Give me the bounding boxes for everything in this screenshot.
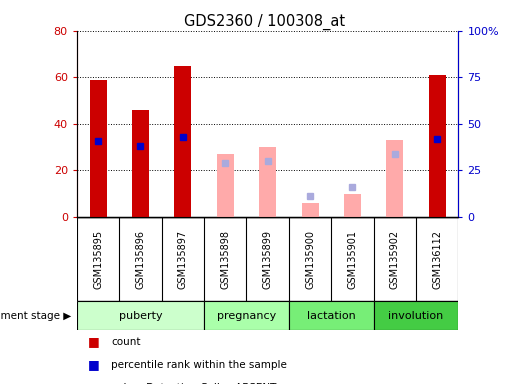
Text: GSM135896: GSM135896 [136, 230, 145, 289]
Text: count: count [111, 337, 141, 347]
Text: GSM135901: GSM135901 [348, 230, 357, 289]
Text: GSM135895: GSM135895 [93, 230, 103, 289]
Bar [302, 203, 319, 217]
Bar [90, 79, 107, 217]
Text: ■: ■ [87, 381, 99, 384]
Text: development stage ▶: development stage ▶ [0, 311, 72, 321]
Text: pregnancy: pregnancy [217, 311, 276, 321]
Bar [289, 301, 374, 330]
Text: percentile rank within the sample: percentile rank within the sample [111, 360, 287, 370]
Bar [374, 301, 458, 330]
Bar [77, 301, 204, 330]
Text: GSM136112: GSM136112 [432, 230, 442, 289]
Bar [259, 147, 276, 217]
Text: ■: ■ [87, 358, 99, 371]
Text: ■: ■ [87, 335, 99, 348]
Text: value, Detection Call = ABSENT: value, Detection Call = ABSENT [111, 383, 277, 384]
Bar [344, 194, 361, 217]
Text: GSM135900: GSM135900 [305, 230, 315, 289]
Text: puberty: puberty [119, 311, 162, 321]
Bar [204, 301, 289, 330]
Text: GSM135897: GSM135897 [178, 230, 188, 289]
Text: GSM135898: GSM135898 [220, 230, 230, 289]
Text: involution: involution [388, 311, 444, 321]
Bar [429, 75, 446, 217]
Bar [217, 154, 234, 217]
Text: GSM135902: GSM135902 [390, 230, 400, 289]
Text: lactation: lactation [307, 311, 356, 321]
Bar [132, 110, 149, 217]
Bar [386, 140, 403, 217]
Bar [174, 66, 191, 217]
Text: GSM135899: GSM135899 [263, 230, 272, 289]
Text: GDS2360 / 100308_at: GDS2360 / 100308_at [184, 13, 346, 30]
